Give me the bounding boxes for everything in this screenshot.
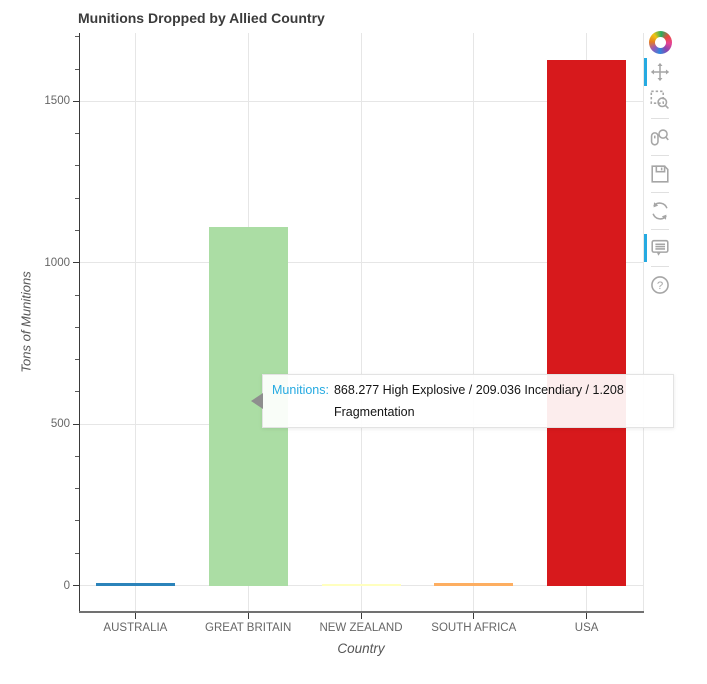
- y-axis-minor-tick: [75, 36, 79, 38]
- toolbar-separator: [651, 229, 669, 230]
- y-axis-minor-tick: [75, 520, 79, 522]
- save-tool-button[interactable]: [644, 160, 676, 188]
- y-axis-minor-tick: [75, 359, 79, 361]
- gridline-vertical: [360, 33, 362, 612]
- bokeh-logo[interactable]: [648, 31, 672, 54]
- x-axis-major-tick: [473, 613, 475, 619]
- bar-new-zealand[interactable]: [321, 583, 401, 586]
- x-axis-major-tick: [586, 613, 588, 619]
- x-tick-label: SOUTH AFRICA: [431, 622, 517, 634]
- hover-tool-button[interactable]: [644, 234, 676, 262]
- reset-tool-button[interactable]: [644, 197, 676, 225]
- chart-title: Munitions Dropped by Allied Country: [78, 10, 325, 26]
- help-icon: ?: [651, 276, 669, 294]
- toolbar-separator: [651, 266, 669, 267]
- tooltip-field-label: Munitions:: [272, 383, 329, 397]
- box-zoom-icon: [650, 90, 669, 109]
- gridline-horizontal: [80, 262, 643, 264]
- toolbar-separator: [651, 192, 669, 193]
- tooltip-field-value: 868.277 High Explosive / 209.036 Incendi…: [333, 383, 624, 419]
- y-axis-minor-tick: [75, 197, 79, 199]
- y-axis-minor-tick: [75, 488, 79, 490]
- svg-text:?: ?: [657, 280, 663, 292]
- pan-tool-button[interactable]: [644, 58, 676, 86]
- y-tick-label: 500: [50, 418, 70, 431]
- plot-frame-right: [643, 33, 644, 612]
- y-axis-major-tick: [73, 262, 79, 264]
- gridline-vertical: [473, 33, 475, 612]
- y-axis-minor-tick: [75, 68, 79, 70]
- x-tick-label: GREAT BRITAIN: [205, 622, 292, 634]
- wheel-zoom-icon: [650, 129, 669, 146]
- toolbar-separator: [651, 118, 669, 119]
- help-tool-button[interactable]: ?: [644, 271, 676, 299]
- y-axis-major-tick: [73, 423, 79, 425]
- gridline-horizontal: [80, 585, 643, 587]
- gridline-horizontal: [80, 100, 643, 102]
- x-axis-major-tick: [134, 613, 136, 619]
- toolbar: ?: [644, 31, 676, 299]
- y-axis-major-tick: [73, 585, 79, 587]
- hover-tooltip: Munitions: 868.277 High Explosive / 209.…: [251, 374, 674, 428]
- pan-icon: [650, 62, 670, 82]
- y-axis-minor-tick: [75, 230, 79, 232]
- reset-icon: [652, 202, 668, 220]
- y-axis-line: [79, 33, 80, 612]
- x-axis-major-tick: [247, 613, 249, 619]
- x-axis-title: Country: [337, 641, 385, 656]
- x-tick-label: USA: [574, 622, 599, 634]
- y-axis-title: Tons of Munitions: [18, 271, 34, 373]
- y-tick-label: 1000: [44, 256, 70, 269]
- bar-south-africa[interactable]: [434, 582, 514, 586]
- bar-usa[interactable]: [547, 59, 627, 586]
- box-zoom-tool-button[interactable]: [644, 86, 676, 114]
- toolbar-separator: [651, 155, 669, 156]
- save-icon: [651, 165, 669, 183]
- y-axis-minor-tick: [75, 326, 79, 328]
- y-tick-label: 0: [63, 579, 70, 592]
- y-tick-label: 1500: [44, 95, 70, 108]
- y-axis-minor-tick: [75, 455, 79, 457]
- y-axis-minor-tick: [75, 165, 79, 167]
- tooltip-arrow-icon: [251, 393, 263, 409]
- gridline-vertical: [134, 33, 136, 612]
- y-axis-major-tick: [73, 100, 79, 102]
- x-tick-label: NEW ZEALAND: [319, 622, 403, 634]
- y-axis-minor-tick: [75, 133, 79, 135]
- hover-icon: [651, 239, 669, 256]
- y-axis-minor-tick: [75, 391, 79, 393]
- bar-australia[interactable]: [95, 582, 175, 586]
- wheel-zoom-tool-button[interactable]: [644, 123, 676, 151]
- x-axis-major-tick: [360, 613, 362, 619]
- x-tick-label: AUSTRALIA: [103, 622, 168, 634]
- y-axis-minor-tick: [75, 552, 79, 554]
- y-axis-minor-tick: [75, 294, 79, 296]
- x-axis-line: [79, 611, 644, 613]
